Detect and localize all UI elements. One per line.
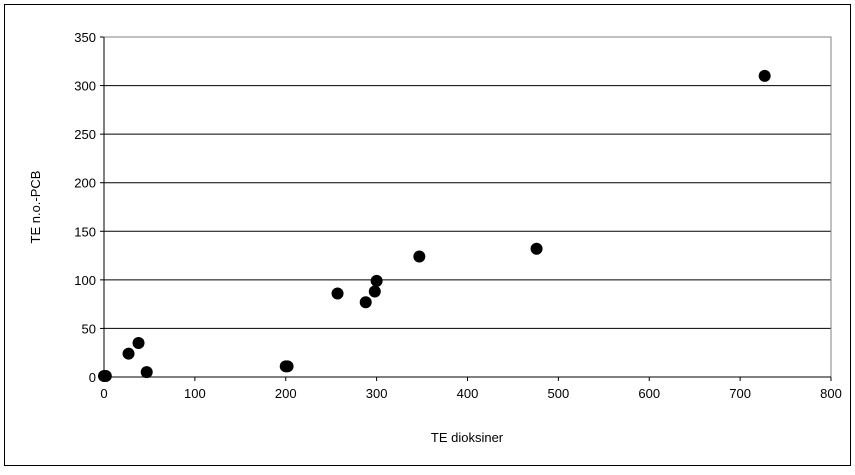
y-tick-label: 250 [74,127,96,142]
point [370,274,383,287]
y-tick-label: 200 [74,176,96,191]
x-tick-label: 200 [275,386,297,401]
point [99,370,112,383]
point [359,296,372,309]
y-tick-label: 0 [89,370,96,385]
x-tick-label: 400 [457,386,479,401]
point [368,285,381,298]
point [122,347,135,360]
x-tick-label: 600 [638,386,660,401]
y-tick-label: 100 [74,273,96,288]
x-tick-label: 100 [184,386,206,401]
x-tick-label: 500 [548,386,570,401]
x-axis-title: TE dioksiner [431,430,504,445]
point [758,69,771,82]
x-tick-label: 700 [729,386,751,401]
y-tick-label: 50 [82,321,96,336]
y-axis-title: TE n.o.-PCB [28,171,43,244]
point [331,287,344,300]
chart-frame [4,4,851,466]
point [530,242,543,255]
point [132,337,145,349]
y-tick-label: 150 [74,224,96,239]
point [140,366,153,379]
y-tick-label: 350 [74,30,96,45]
point [413,250,426,263]
y-tick-label: 300 [74,79,96,94]
x-tick-label: 0 [100,386,107,401]
point [281,360,294,373]
x-tick-label: 800 [820,386,842,401]
x-tick-label: 300 [366,386,388,401]
